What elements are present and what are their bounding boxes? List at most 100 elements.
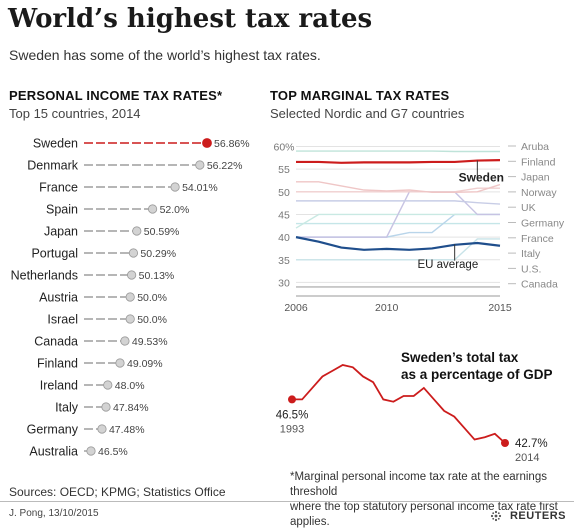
x-tick-label: 2015 (488, 302, 512, 314)
personal-tax-title: PERSONAL INCOME TAX RATES* (9, 88, 223, 103)
y-tick-label: 50 (278, 187, 290, 199)
y-tick-label: 40 (278, 232, 290, 244)
series-line-france (296, 213, 500, 238)
gdp-start-year: 1993 (280, 423, 304, 435)
gdp-end-year: 2014 (515, 452, 539, 464)
series-line-germany (295, 213, 500, 229)
credit: J. Pong, 13/10/2015 (9, 508, 99, 519)
bar-value-label: 56.22% (207, 160, 243, 172)
bar-category-label: France (39, 181, 78, 195)
bar-value-label: 50.0% (137, 292, 167, 304)
bar-category-label: Austria (39, 291, 78, 305)
bar-dot (128, 248, 139, 258)
gdp-start-value: 46.5% (276, 409, 309, 421)
bar-dot (170, 182, 180, 192)
legend-label: Norway (521, 187, 557, 199)
legend-label: Aruba (521, 141, 549, 153)
marginal-tax-title: TOP MARGINAL TAX RATES (270, 88, 450, 103)
bar-value-label: 56.86% (214, 138, 250, 150)
series-line-japan (296, 187, 500, 193)
bar-dot (195, 160, 205, 170)
bar-category-label: Finland (37, 357, 78, 371)
marginal-tax-chart: 60% 55 50 45 40 35 30 2006 2010 2015 Aruba Finland J… (273, 141, 565, 314)
legend-label: France (521, 233, 554, 245)
bar-category-label: Canada (34, 335, 78, 349)
bar-value-label: 52.0% (160, 204, 190, 216)
bar-dot (86, 446, 96, 456)
bar-value-label: 47.48% (109, 424, 145, 436)
x-tick-label: 2010 (375, 302, 399, 314)
footnote-line2: where the top statutory personal income … (290, 501, 558, 528)
legend-label: Japan (521, 172, 550, 184)
bar-dot (147, 204, 158, 214)
bar-dot (127, 270, 137, 280)
gdp-tax-chart: Sweden’s total tax as a percentage of GDP… (276, 350, 553, 464)
legend-label: Italy (521, 248, 541, 260)
x-tick-label: 2006 (284, 302, 308, 314)
bar-value-label: 50.29% (140, 248, 176, 260)
bar-category-label: Sweden (33, 137, 78, 151)
footnote-line1: *Marginal personal income tax rate at th… (290, 471, 547, 498)
series-line-sweden (296, 159, 501, 164)
series-line-eu-average (295, 236, 501, 251)
legend-label: Finland (521, 156, 556, 168)
y-tick-label: 30 (278, 277, 290, 289)
bar-value-label: 50.0% (137, 314, 167, 326)
bar-dot (202, 138, 212, 148)
bar-value-label: 46.5% (98, 446, 128, 458)
y-tick-label: 45 (278, 209, 290, 221)
reuters-logo: REUTERS (509, 510, 566, 522)
bar-category-label: Germany (27, 423, 79, 437)
legend-label: Germany (521, 218, 565, 230)
bar-value-label: 48.0% (115, 380, 145, 392)
bar-value-label: 50.13% (139, 270, 175, 282)
marginal-tax-subtitle: Selected Nordic and G7 countries (270, 106, 465, 121)
bar-category-label: Spain (46, 203, 78, 217)
gdp-title-line1: Sweden’s total tax (401, 350, 519, 365)
bar-category-label: Israel (47, 313, 78, 327)
bar-dot (115, 358, 125, 368)
bar-category-label: Italy (55, 401, 79, 415)
gdp-line (292, 364, 506, 444)
footnote: *Marginal personal income tax rate at th… (290, 470, 574, 530)
bar-category-label: Portugal (31, 247, 78, 261)
legend-label: Canada (521, 279, 558, 291)
bar-dot (97, 424, 107, 434)
bar-category-label: Netherlands (11, 269, 78, 283)
reuters-logo-icon (490, 510, 502, 522)
bar-value-label: 54.01% (182, 182, 218, 194)
bar-category-label: Denmark (27, 159, 78, 173)
bar-value-label: 47.84% (113, 402, 149, 414)
eu-average-label: EU average (417, 259, 478, 271)
gdp-start-dot (288, 395, 296, 404)
footer-divider (0, 501, 574, 502)
y-tick-label: 35 (278, 255, 290, 267)
bar-value-label: 49.53% (132, 336, 168, 348)
bar-category-label: Japan (44, 225, 78, 239)
legend-label: UK (521, 202, 536, 214)
bar-category-label: Australia (29, 445, 78, 459)
bar-dot (101, 402, 111, 412)
series-line-finland (296, 181, 501, 193)
personal-tax-chart: Sweden 56.86% Denmark 56.22% France 54.01% Spa… (11, 137, 250, 459)
y-tick-label: 55 (278, 164, 290, 176)
gdp-end-dot (501, 439, 509, 447)
page-subtitle: Sweden has some of the world’s highest t… (9, 47, 321, 63)
series-line-norway (296, 200, 501, 205)
sources: Sources: OECD; KPMG; Statistics Office (9, 485, 226, 499)
bar-dot (132, 226, 142, 236)
series-line-uk (296, 191, 500, 238)
bar-dot (125, 314, 135, 324)
gdp-end-value: 42.7% (515, 438, 548, 450)
bar-value-label: 50.59% (144, 226, 180, 238)
bar-value-label: 49.09% (127, 358, 163, 370)
bar-dot (125, 292, 135, 302)
page-title: World’s highest tax rates (8, 4, 373, 34)
sweden-label: Sweden (459, 170, 504, 184)
bar-dot (103, 380, 113, 390)
bar-dot (120, 336, 130, 346)
series-line-u-s- (296, 238, 500, 261)
y-tick-label: 60% (273, 142, 294, 154)
gdp-title-line2: as a percentage of GDP (401, 367, 553, 382)
legend-label: U.S. (521, 263, 541, 275)
